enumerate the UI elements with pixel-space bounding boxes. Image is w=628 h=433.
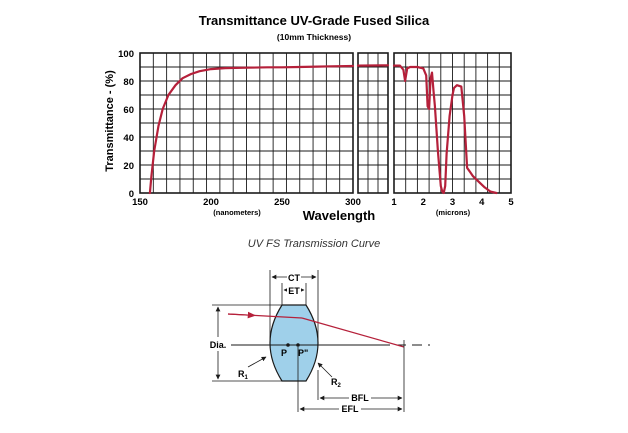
- transmittance-line-uv: [148, 64, 355, 195]
- transmittance-line-ir: [392, 64, 498, 195]
- bfl-label: BFL: [351, 393, 369, 403]
- r1-label: R1: [238, 369, 249, 381]
- x-tick-label: 1: [391, 197, 397, 208]
- x-unit-label: (nanometers): [213, 208, 261, 217]
- x-tick-label: 2: [421, 197, 426, 208]
- x-axis-label: Wavelength: [303, 208, 376, 223]
- chart-caption: UV FS Transmission Curve: [247, 238, 381, 250]
- x-tick-label: 5: [508, 197, 514, 208]
- et-label: ET: [288, 286, 300, 296]
- x-tick-label: 150: [132, 197, 148, 208]
- r1-pointer: [247, 356, 267, 368]
- panel-ir: 1 2 3 4 5 (microns): [391, 52, 514, 217]
- r2-label: R2: [331, 377, 342, 389]
- panel-frame: [393, 52, 512, 194]
- y-tick-label: 60: [123, 105, 134, 116]
- y-tick-label: 40: [123, 133, 134, 144]
- panel-uv: 150 200 250 300 (nanometers): [132, 52, 361, 217]
- panel-frame: [357, 52, 389, 194]
- chart-panels: 150 200 250 300 (nanometers) 1 2 3 4 5 (microns): [132, 52, 514, 217]
- panel-visible: [356, 52, 390, 194]
- ct-label: CT: [288, 273, 300, 283]
- principal-point-p-prime: [296, 343, 300, 347]
- r2-pointer: [317, 362, 333, 378]
- p-prime-label: P": [298, 348, 308, 358]
- x-tick-label: 300: [345, 197, 361, 208]
- dia-label: Dia.: [210, 340, 227, 350]
- chart-title: Transmittance UV-Grade Fused Silica: [199, 13, 430, 28]
- incident-ray-arrow: [227, 311, 257, 319]
- y-tick-label: 20: [123, 161, 134, 172]
- y-axis-label: Transmittance - (%): [104, 70, 116, 172]
- chart-subtitle: (10mm Thickness): [277, 32, 351, 42]
- x-tick-label: 4: [479, 197, 485, 208]
- transmittance-chart: Transmittance UV-Grade Fused Silica (10m…: [104, 13, 514, 223]
- p-label: P: [281, 348, 287, 358]
- refracted-ray: [301, 317, 405, 348]
- y-tick-labels: 0 20 40 60 80 100: [118, 49, 134, 200]
- x-unit-label: (microns): [436, 208, 471, 217]
- x-tick-label: 3: [450, 197, 455, 208]
- y-tick-label: 100: [118, 49, 134, 60]
- panel-frame: [139, 52, 354, 194]
- principal-point-p: [286, 343, 290, 347]
- y-tick-label: 80: [123, 77, 134, 88]
- x-tick-label: 200: [203, 197, 219, 208]
- y-tick-label: 0: [129, 189, 134, 200]
- efl-label: EFL: [342, 404, 360, 414]
- x-tick-label: 250: [274, 197, 290, 208]
- biconvex-lens: [269, 304, 319, 382]
